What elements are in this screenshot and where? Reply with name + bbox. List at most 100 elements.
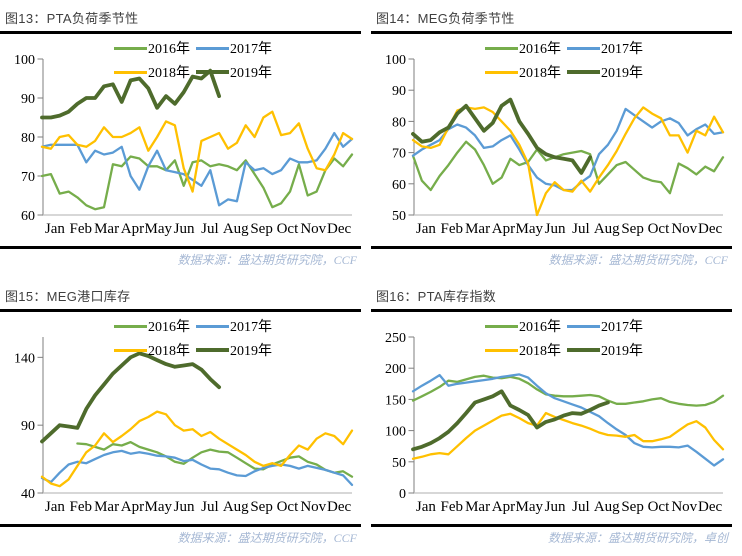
y-tick-label: 150 bbox=[385, 393, 406, 408]
x-month-label: Dec bbox=[327, 499, 351, 515]
line-chart: 50 60 70 80 90 100 Jan Feb Mar Apr May Jun Jul Aug Sep… bbox=[385, 53, 725, 237]
y-tick-label: 90 bbox=[392, 84, 406, 99]
x-month-label: Apr bbox=[121, 499, 144, 515]
legend-row: 2016年 2017年 bbox=[114, 36, 278, 60]
source-text: 数据来源：盛达期货研究院，CCF bbox=[177, 253, 357, 267]
legend-line-swatch bbox=[196, 46, 229, 50]
legend-line-swatch bbox=[114, 70, 147, 74]
x-month-label: Jun bbox=[174, 221, 195, 237]
x-month-label: Dec bbox=[698, 221, 722, 237]
legend-item-2017: 2017年 bbox=[196, 316, 272, 336]
legend-row: 2018年 2019年 bbox=[485, 338, 649, 362]
legend-label: 2017年 bbox=[230, 42, 272, 57]
x-month-label: Apr bbox=[492, 221, 515, 237]
panel-title: 图15：MEG港口库存 bbox=[5, 289, 131, 304]
legend-line-swatch bbox=[114, 46, 147, 50]
legend-item-2017: 2017年 bbox=[567, 38, 643, 58]
y-tick-label: 250 bbox=[385, 331, 406, 346]
x-month-label: May bbox=[516, 221, 544, 237]
legend-row: 2016年 2017年 bbox=[485, 36, 649, 60]
series-line-2016 bbox=[411, 140, 725, 195]
legend-label: 2017年 bbox=[601, 320, 643, 335]
source-text: 数据来源：盛达期货研究院，CCF bbox=[548, 253, 728, 267]
source-text: 数据来源：盛达期货研究院，CCF bbox=[177, 531, 357, 545]
y-tick-label: 70 bbox=[21, 170, 35, 185]
title-rule bbox=[0, 309, 361, 312]
title-rule bbox=[371, 309, 732, 312]
legend-item-2018: 2018年 bbox=[114, 340, 190, 360]
legend-item-2017: 2017年 bbox=[196, 38, 272, 58]
x-month-label: Oct bbox=[277, 221, 299, 237]
legend-line-swatch bbox=[114, 348, 147, 352]
legend-line-swatch bbox=[485, 46, 518, 50]
x-month-label: Nov bbox=[671, 221, 697, 237]
x-month-label: Mar bbox=[465, 499, 490, 515]
legend-item-2016: 2016年 bbox=[114, 38, 190, 58]
chart-area: 2016年 2017年 2018年 2019年 60 70 80 90 100 Jan Feb Ma… bbox=[0, 34, 363, 246]
bottom-rule bbox=[371, 246, 732, 249]
series-line-2017 bbox=[40, 131, 354, 207]
chart-area: 2016年 2017年 2018年 2019年 50 60 70 80 90 100 Jan Feb… bbox=[371, 34, 734, 246]
y-tick-label: 90 bbox=[21, 92, 35, 107]
legend-item-2019: 2019年 bbox=[567, 62, 643, 82]
legend-item-2018: 2018年 bbox=[485, 340, 561, 360]
x-month-label: May bbox=[145, 221, 173, 237]
panel-fig14: 图14：MEG负荷季节性 2016年 2017年 2018年 2019年 50 60 70… bbox=[371, 0, 742, 278]
legend-row: 2018年 2019年 bbox=[114, 60, 278, 84]
y-tick-label: 80 bbox=[21, 131, 35, 146]
x-month-label: Oct bbox=[648, 499, 670, 515]
x-month-label: Sep bbox=[250, 221, 273, 237]
legend-label: 2019年 bbox=[230, 66, 272, 81]
y-tick-label: 0 bbox=[399, 487, 406, 502]
legend-item-2016: 2016年 bbox=[485, 38, 561, 58]
x-month-label: Feb bbox=[70, 499, 93, 515]
x-month-label: Oct bbox=[648, 221, 670, 237]
legend-label: 2017年 bbox=[601, 42, 643, 57]
line-chart: 60 70 80 90 100 Jan Feb Mar Apr May Jun Jul Aug Sep Oc… bbox=[14, 53, 354, 237]
x-month-label: Jan bbox=[45, 499, 65, 515]
legend-line-swatch bbox=[196, 324, 229, 328]
chart-legend: 2016年 2017年 2018年 2019年 bbox=[485, 314, 649, 362]
series-line-2019 bbox=[411, 97, 593, 175]
series-line-2017 bbox=[411, 373, 725, 467]
x-month-label: Aug bbox=[223, 499, 249, 515]
legend-label: 2018年 bbox=[519, 66, 561, 81]
chart-legend: 2016年 2017年 2018年 2019年 bbox=[114, 36, 278, 84]
y-tick-label: 100 bbox=[385, 425, 406, 440]
x-month-label: Jul bbox=[201, 221, 219, 237]
x-month-label: Oct bbox=[277, 499, 299, 515]
panel-title: 图13：PTA负荷季节性 bbox=[5, 11, 139, 26]
y-tick-label: 100 bbox=[385, 53, 406, 68]
line-chart: 40 90 140 Jan Feb Mar Apr May Jun Jul Aug Sep Oct Nov… bbox=[14, 337, 354, 515]
x-month-label: May bbox=[145, 499, 173, 515]
legend-label: 2018年 bbox=[519, 344, 561, 359]
series-line-2016 bbox=[411, 374, 725, 407]
x-month-label: Aug bbox=[594, 499, 620, 515]
x-month-label: Mar bbox=[465, 221, 490, 237]
panel-fig15: 图15：MEG港口库存 2016年 2017年 2018年 2019年 40 90 140… bbox=[0, 278, 371, 556]
bottom-rule bbox=[0, 246, 361, 249]
title-rule bbox=[0, 31, 361, 34]
legend-row: 2018年 2019年 bbox=[114, 338, 278, 362]
y-tick-label: 50 bbox=[392, 456, 406, 471]
x-month-label: Sep bbox=[621, 221, 644, 237]
legend-line-swatch bbox=[567, 324, 600, 328]
legend-item-2016: 2016年 bbox=[114, 316, 190, 336]
legend-item-2018: 2018年 bbox=[485, 62, 561, 82]
legend-line-swatch bbox=[567, 347, 600, 353]
y-tick-label: 60 bbox=[21, 209, 35, 224]
x-month-label: Dec bbox=[327, 221, 351, 237]
x-month-label: Jan bbox=[45, 221, 65, 237]
panel-fig16: 图16：PTA库存指数 2016年 2017年 2018年 2019年 0 50 100 1… bbox=[371, 278, 742, 556]
y-tick-label: 50 bbox=[392, 209, 406, 224]
x-month-label: Nov bbox=[671, 499, 697, 515]
x-month-label: Feb bbox=[441, 221, 464, 237]
bottom-rule bbox=[0, 524, 361, 527]
legend-line-swatch bbox=[485, 324, 518, 328]
x-month-label: Jan bbox=[416, 221, 436, 237]
x-month-label: Jul bbox=[572, 499, 590, 515]
legend-row: 2018年 2019年 bbox=[485, 60, 649, 84]
x-month-label: Apr bbox=[121, 221, 144, 237]
legend-item-2016: 2016年 bbox=[485, 316, 561, 336]
x-month-label: Feb bbox=[441, 499, 464, 515]
